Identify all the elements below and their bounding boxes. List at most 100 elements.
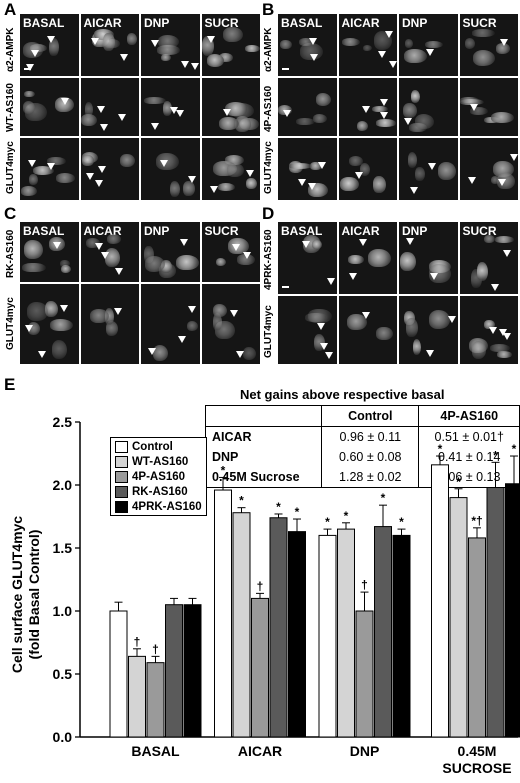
micrograph-image xyxy=(338,138,397,200)
arrowhead-icon xyxy=(502,333,511,341)
cell-blob xyxy=(469,107,488,115)
cell-blob xyxy=(55,172,76,183)
condition-label: DNP xyxy=(402,224,428,238)
arrowhead-icon xyxy=(355,171,364,179)
cell-blob xyxy=(30,43,48,52)
significance-mark: * xyxy=(295,505,300,519)
micrograph-panel-c: BASAL AICAR DNP SUCR xyxy=(20,222,260,364)
legend-label: Control xyxy=(132,440,173,453)
arrowhead-icon xyxy=(206,35,215,43)
bar xyxy=(505,483,520,738)
micrograph-image: AICAR xyxy=(338,14,397,76)
cell-blob xyxy=(26,301,48,322)
cell-blob xyxy=(403,103,417,118)
arrowhead-icon xyxy=(31,50,40,58)
cell-blob xyxy=(119,153,136,168)
bar xyxy=(214,489,232,738)
cell-blob xyxy=(152,345,169,362)
arrowhead-icon xyxy=(503,249,512,257)
cell-blob xyxy=(102,32,115,52)
micrograph-image xyxy=(338,78,397,136)
significance-mark: * xyxy=(399,515,404,529)
arrowhead-icon xyxy=(403,117,412,125)
y-tick-label: 0.0 xyxy=(53,729,73,745)
cell-blob xyxy=(160,260,172,274)
cell-blob xyxy=(349,156,364,166)
arrowhead-icon xyxy=(181,60,190,68)
arrowhead-icon xyxy=(37,351,46,359)
micrograph-image xyxy=(459,296,518,364)
cell-blob xyxy=(245,44,260,52)
cell-blob xyxy=(144,245,154,264)
arrowhead-icon xyxy=(427,162,436,170)
cell-blob xyxy=(399,251,416,272)
arrowhead-icon xyxy=(426,49,435,57)
arrowhead-icon xyxy=(308,183,317,191)
significance-mark: * xyxy=(381,491,386,505)
bar xyxy=(374,526,392,738)
bar xyxy=(431,464,449,738)
significance-mark: * xyxy=(221,463,226,477)
micrograph-image: DNP xyxy=(399,14,458,76)
cell-blob xyxy=(356,120,369,131)
arrowhead-icon xyxy=(120,53,129,61)
legend-swatch xyxy=(115,485,128,498)
micrograph-image: BASAL xyxy=(20,222,79,282)
cell-blob xyxy=(212,303,228,318)
cell-blob xyxy=(289,163,313,170)
bar xyxy=(355,610,374,738)
significance-mark: * xyxy=(456,475,461,489)
arrowhead-icon xyxy=(488,327,497,335)
table-row: 0.45M Sucrose 1.28 ± 0.02 1.06 ± 0.13 xyxy=(204,467,520,488)
micrograph-row: BASAL AICAR DNP SUCR xyxy=(278,14,518,76)
arrowhead-icon xyxy=(491,283,500,291)
micrograph-image xyxy=(201,78,260,136)
arrowhead-icon xyxy=(27,159,36,167)
cell-blob xyxy=(22,101,36,114)
arrowhead-icon xyxy=(160,159,169,167)
cell-blob xyxy=(161,54,171,61)
micrograph-image xyxy=(278,78,337,136)
legend-item: 4PRK-AS160 xyxy=(115,499,202,514)
micrograph-image: BASAL xyxy=(20,14,79,76)
cell-blob xyxy=(218,117,240,131)
cell-blob xyxy=(484,319,495,330)
arrowhead-icon xyxy=(85,173,94,181)
cell-blob xyxy=(405,38,414,48)
micrograph-image xyxy=(399,296,458,364)
condition-label: SUCR xyxy=(204,16,239,30)
micrograph-image xyxy=(338,296,397,364)
cell-blob xyxy=(32,166,55,175)
bar xyxy=(318,534,337,738)
significance-mark: * xyxy=(493,448,498,462)
cell-blob xyxy=(373,175,386,193)
arrowhead-icon xyxy=(100,123,109,131)
cell-blob xyxy=(375,119,397,127)
arrowhead-icon xyxy=(298,179,307,187)
panel-label-e: E xyxy=(4,375,16,394)
micrograph-image: AICAR xyxy=(338,222,397,294)
micrograph-row: BASAL AICAR DNP SUCR xyxy=(20,222,260,282)
bar xyxy=(232,512,251,738)
micrograph-image xyxy=(141,284,200,364)
cell-blob xyxy=(86,238,100,249)
table-cell: 0.96 ± 0.11 xyxy=(321,426,420,447)
arrowhead-icon xyxy=(425,349,434,357)
arrowhead-icon xyxy=(349,272,358,280)
significance-mark: * xyxy=(325,515,330,529)
cell-blob xyxy=(20,186,38,197)
arrowhead-icon xyxy=(317,161,326,169)
cell-blob xyxy=(23,90,35,98)
micrograph-image: SUCR xyxy=(459,14,518,76)
cell-blob xyxy=(144,256,166,272)
micrograph-image: SUCR xyxy=(201,14,260,76)
cell-blob xyxy=(424,41,443,49)
arrowhead-icon xyxy=(302,241,311,249)
x-tick-label: 0.45M xyxy=(458,743,497,759)
cell-blob xyxy=(342,38,361,46)
cell-blob xyxy=(105,307,114,325)
cell-blob xyxy=(471,341,486,359)
cell-blob xyxy=(340,176,360,191)
cell-blob xyxy=(105,321,119,336)
